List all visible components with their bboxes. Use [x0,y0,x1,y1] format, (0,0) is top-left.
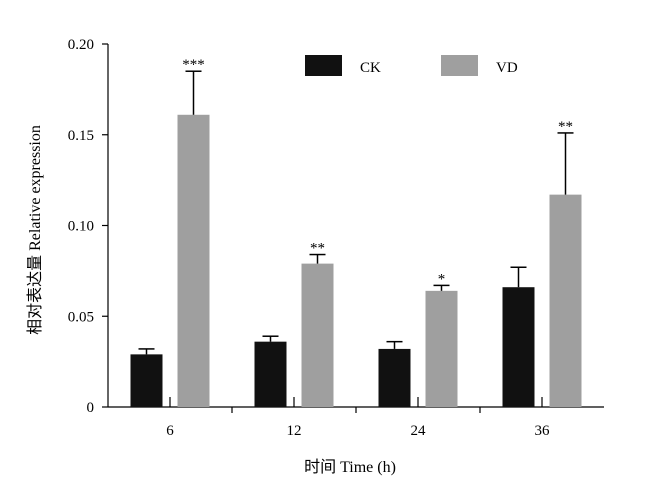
y-axis-title: 相对表达量 Relative expression [26,125,44,335]
y-tick-label: 0.15 [68,128,94,144]
bar-vd-6 [177,114,210,407]
legend-swatch-ck [305,55,342,76]
legend-swatch-vd [441,55,478,76]
bar-ck-6 [130,354,163,407]
bar-ck-12 [254,341,287,407]
significance-label: ** [558,119,573,135]
y-tick-label: 0.20 [68,37,94,53]
significance-annotations: ******** [182,57,573,287]
significance-label: * [438,271,446,287]
bar-vd-24 [425,290,458,407]
y-tick-label: 0.05 [68,309,94,325]
bar-vd-12 [301,263,334,407]
x-axis-title: 时间 Time (h) [304,458,396,476]
x-tick-label: 6 [166,423,174,439]
bar-vd-36 [549,194,582,407]
y-tick-label: 0 [87,400,95,416]
bars [130,114,582,407]
significance-label: ** [310,241,325,257]
legend-label-ck: CK [360,60,381,76]
bar-ck-36 [502,287,535,407]
x-tick-label: 24 [411,423,427,439]
legend-label-vd: VD [496,60,518,76]
y-tick-label: 0.10 [68,219,94,235]
x-tick-label: 12 [287,423,302,439]
x-tick-label: 36 [535,423,551,439]
y-axis: 0 0.05 0.10 0.15 0.20 [68,37,109,416]
error-bars [138,70,574,355]
bar-ck-24 [378,348,411,407]
significance-label: *** [182,57,205,73]
legend: CK VD [305,55,518,76]
